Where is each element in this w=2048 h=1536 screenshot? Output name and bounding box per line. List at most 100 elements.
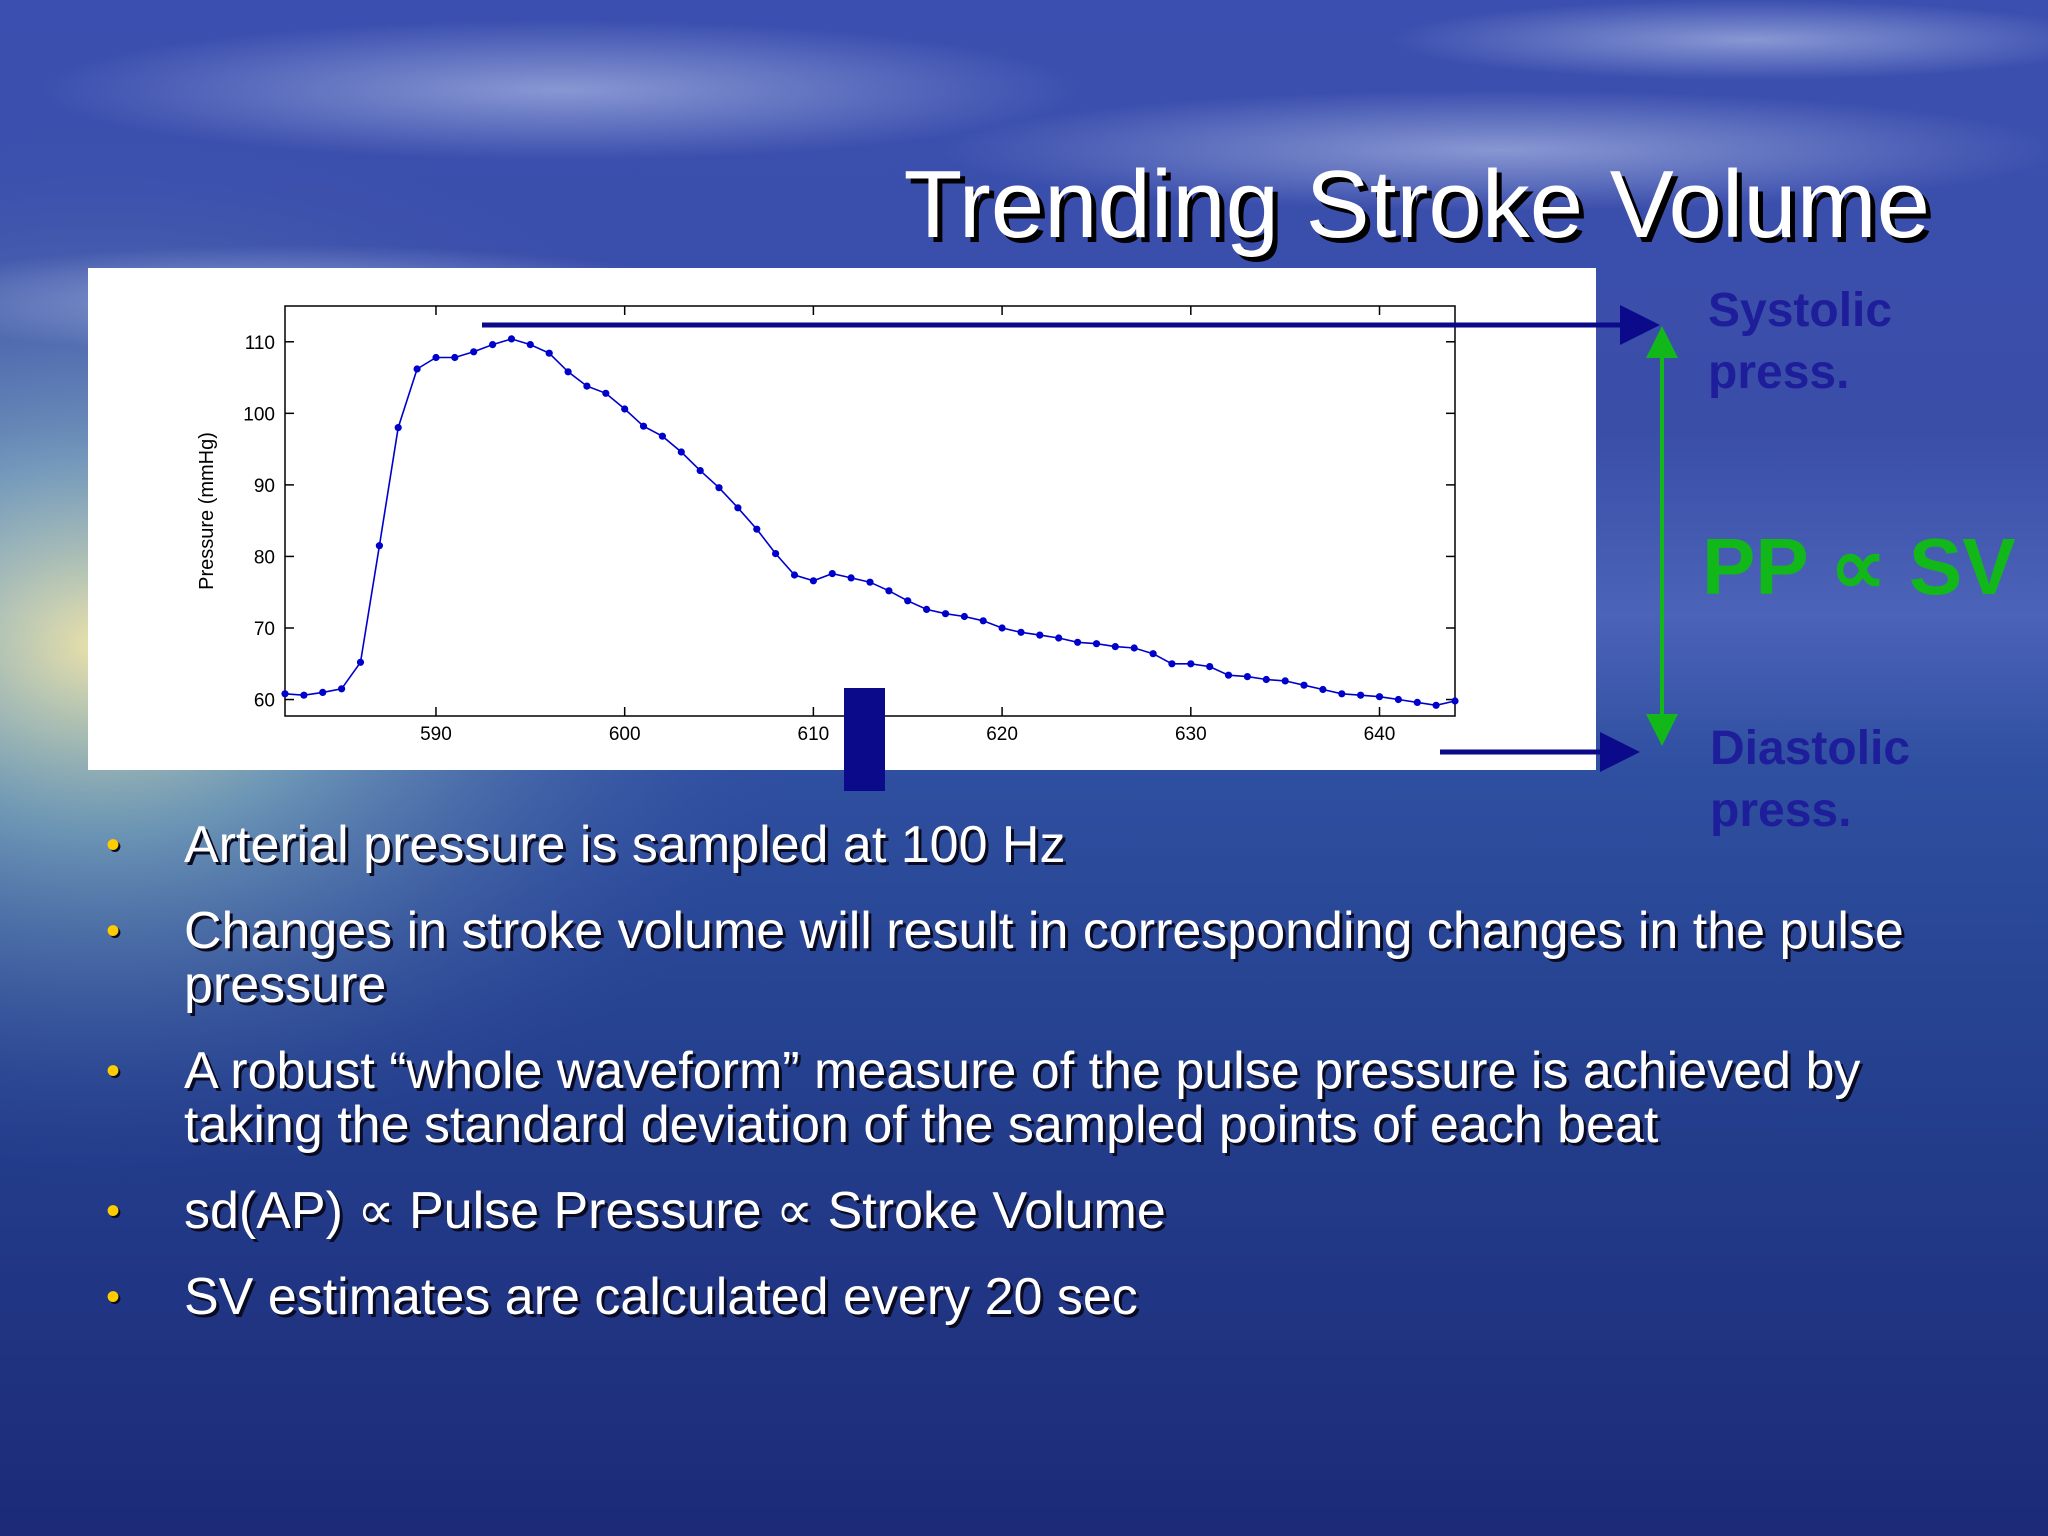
y-tick-label: 110 <box>245 333 275 354</box>
data-point <box>885 587 893 595</box>
data-point <box>658 432 667 440</box>
bullet-dot-icon: • <box>106 1189 121 1233</box>
data-point <box>1281 677 1289 685</box>
data-point <box>1451 697 1459 705</box>
bullet-text: Arterial pressure is sampled at 100 Hz <box>184 816 1066 874</box>
slide-title: Trending Stroke Volume <box>903 151 1930 258</box>
bullet-dot-icon: • <box>106 909 121 953</box>
data-point <box>1130 644 1138 652</box>
data-point <box>300 691 308 699</box>
data-point <box>281 690 289 698</box>
data-point <box>621 405 629 413</box>
data-point <box>1036 631 1044 639</box>
data-point <box>319 688 327 696</box>
y-tick-label: 90 <box>254 476 275 497</box>
data-point <box>1187 660 1195 668</box>
data-point <box>847 574 855 582</box>
bullet-dot-icon: • <box>106 1275 121 1319</box>
pressure-chart-panel: 590 600 610 620 630 640 60 70 80 90 100 110 Pressur… <box>88 268 1596 770</box>
bullet-item: • SV estimates are calculated every 20 se… <box>100 1270 1960 1324</box>
x-tick-label: 620 <box>986 724 1018 745</box>
data-point <box>413 365 421 373</box>
data-point <box>375 542 383 550</box>
data-point <box>1074 638 1082 646</box>
data-point <box>526 341 534 349</box>
data-point <box>1432 701 1440 709</box>
data-point <box>1357 691 1365 699</box>
data-point <box>1168 660 1176 668</box>
data-point <box>790 571 799 579</box>
y-tick-label: 100 <box>243 404 275 425</box>
data-point <box>923 605 931 613</box>
data-point <box>338 685 346 693</box>
bullet-list: • Arterial pressure is sampled at 100 Hz … <box>100 818 1960 1356</box>
data-point <box>1394 695 1402 704</box>
y-axis-label: Pressure (mmHg) <box>196 432 218 590</box>
bullet-text: SV estimates are calculated every 20 sec <box>184 1268 1138 1326</box>
data-point <box>753 525 761 533</box>
y-tick-label: 80 <box>254 547 275 568</box>
systolic-label: Systolic press. <box>1708 284 1893 399</box>
data-point <box>1092 640 1101 648</box>
data-point <box>734 504 742 512</box>
data-point <box>1338 690 1346 698</box>
data-point <box>1149 650 1157 658</box>
data-point <box>394 424 402 432</box>
data-point <box>602 389 610 397</box>
data-point <box>432 353 440 362</box>
data-point <box>451 353 459 362</box>
bullet-text: sd(AP) ∝ Pulse Pressure ∝ Stroke Volume <box>184 1182 1166 1240</box>
data-point <box>489 341 497 349</box>
data-point <box>1111 643 1119 651</box>
data-point <box>1375 693 1384 701</box>
data-point <box>828 570 836 578</box>
pp-proportional-sv-label: PP ∝ SV <box>1702 522 2016 611</box>
bullet-item: • A robust “whole waveform” measure of th… <box>100 1044 1960 1152</box>
diastolic-label: Diastolic press. <box>1710 722 1911 837</box>
y-tick-label: 60 <box>254 691 275 712</box>
data-point <box>1224 671 1233 679</box>
data-point <box>809 577 818 585</box>
x-tick-label: 590 <box>420 724 452 745</box>
x-tick-label: 640 <box>1364 724 1396 745</box>
bullet-item: • Changes in stroke volume will result in… <box>100 904 1960 1012</box>
data-point <box>583 382 591 390</box>
data-point <box>1055 634 1063 642</box>
data-point <box>507 335 516 343</box>
x-tick-label: 630 <box>1175 724 1207 745</box>
data-point <box>696 467 704 475</box>
bullet-text: Changes in stroke volume will result in … <box>184 902 1904 1014</box>
data-point <box>677 448 685 456</box>
data-point <box>941 610 950 618</box>
data-point <box>960 612 969 621</box>
bullet-dot-icon: • <box>106 823 121 867</box>
data-point <box>1413 698 1421 706</box>
time-marker-bar <box>844 688 885 791</box>
pressure-waveform-chart: 590 600 610 620 630 640 60 70 80 90 100 110 Pressur… <box>196 305 1459 745</box>
data-point <box>866 578 874 586</box>
data-point <box>564 368 572 376</box>
data-point <box>904 597 912 605</box>
data-point <box>356 658 365 666</box>
data-point <box>998 624 1006 632</box>
bullet-dot-icon: • <box>106 1049 121 1093</box>
data-point <box>1300 681 1308 689</box>
bullet-item: • sd(AP) ∝ Pulse Pressure ∝ Stroke Volume <box>100 1184 1960 1238</box>
data-point <box>979 617 987 625</box>
data-point <box>1243 673 1251 681</box>
data-point <box>1206 663 1214 671</box>
data-point <box>470 348 478 356</box>
data-point <box>639 422 648 430</box>
bullet-text: A robust “whole waveform” measure of the… <box>184 1042 1861 1154</box>
data-point <box>1017 628 1025 636</box>
bullet-item: • Arterial pressure is sampled at 100 Hz <box>100 818 1960 872</box>
y-tick-label: 70 <box>254 619 275 640</box>
x-tick-label: 600 <box>609 724 641 745</box>
data-point <box>1262 675 1270 684</box>
data-point <box>715 484 723 492</box>
data-point <box>545 349 553 357</box>
data-point <box>1319 685 1327 694</box>
x-tick-label: 610 <box>798 724 830 745</box>
data-point <box>772 550 780 558</box>
